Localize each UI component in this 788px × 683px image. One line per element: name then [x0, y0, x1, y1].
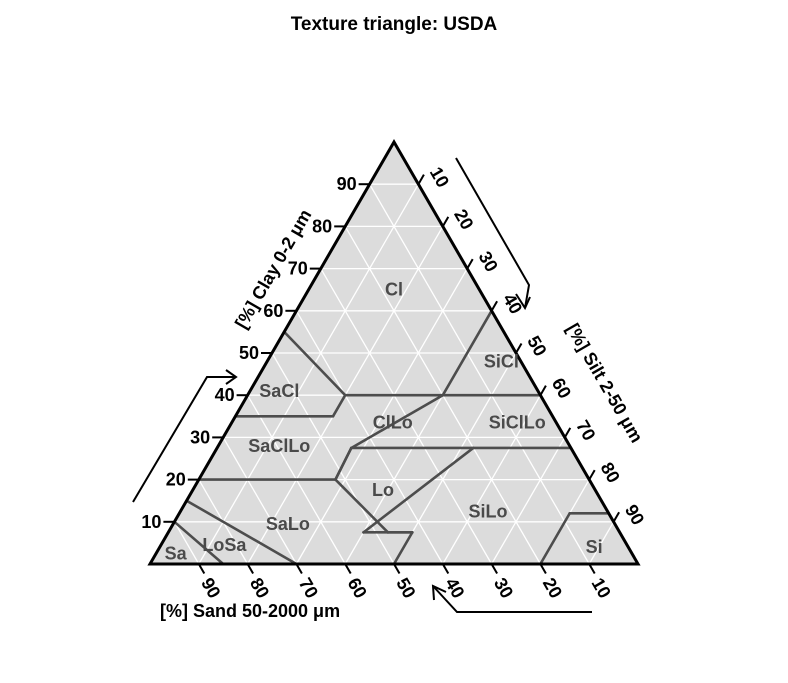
sand-tick [393, 563, 401, 575]
region-label-sacl: SaCl [259, 381, 299, 401]
clay-tick-label: 30 [190, 427, 210, 447]
grid-line-sand [222, 437, 297, 565]
grid-line-silt [295, 268, 468, 565]
sand-tick-label: 30 [490, 574, 517, 601]
silt-tick-label: 90 [621, 501, 648, 528]
sand-tick-label: 10 [588, 574, 615, 601]
class-boundary [185, 499, 298, 566]
clay-arrowhead [225, 369, 238, 385]
silt-tick [466, 258, 474, 270]
class-boundary [334, 478, 390, 534]
grid-line-silt [442, 394, 541, 565]
sand-arrowhead [431, 584, 447, 601]
clay-tick-label: 90 [337, 174, 357, 194]
silt-tick-label: 20 [450, 206, 477, 233]
sand-axis-title: [%] Sand 50-2000 μm [160, 601, 340, 621]
sand-tick [539, 563, 547, 575]
silt-tick [563, 427, 572, 438]
region-label-silo: SiLo [468, 501, 507, 521]
clay-tick-label: 20 [166, 470, 186, 490]
sand-tick [441, 563, 450, 575]
sand-direction-arrow [432, 585, 592, 613]
silt-tick [539, 385, 547, 396]
class-boundary [362, 446, 475, 534]
sand-tick-label: 20 [539, 574, 566, 601]
region-label-sa: Sa [165, 543, 188, 563]
sand-tick-label: 60 [344, 574, 371, 601]
silt-tick-label: 50 [523, 332, 550, 359]
grid-line-silt [491, 437, 566, 565]
silt-tick-label: 60 [548, 375, 575, 402]
region-label-si: Si [586, 537, 603, 557]
silt-tick-label: 10 [426, 164, 453, 191]
grid-line-silt [393, 352, 517, 565]
silt-tick [515, 342, 523, 354]
region-label-cl: Cl [385, 280, 403, 300]
region-label-lo: Lo [372, 480, 394, 500]
grid-line-silt [198, 183, 419, 565]
region-label-losa: LoSa [202, 535, 247, 555]
clay-tick-label: 50 [239, 343, 259, 363]
class-boundary [282, 330, 347, 397]
silt-direction-arrow [455, 157, 531, 309]
sand-tick-label: 90 [197, 574, 224, 601]
grid-line-sand [271, 352, 395, 565]
silt-tick [588, 469, 596, 481]
sand-tick-label: 40 [441, 574, 468, 601]
sand-tick-label: 50 [392, 574, 419, 601]
sand-tick [588, 563, 596, 575]
clay-tick-label: 80 [312, 216, 332, 236]
silt-tick-label: 80 [597, 459, 624, 486]
grid-line-silt [588, 521, 615, 565]
sand-tick-label: 70 [295, 574, 322, 601]
grid-line-sand [369, 183, 590, 565]
clay-tick-label: 10 [141, 512, 161, 532]
class-boundary [173, 520, 225, 566]
region-label-cllo: ClLo [373, 413, 413, 433]
grid-line-sand [173, 521, 200, 565]
clay-tick-label: 70 [288, 259, 308, 279]
region-label-sicl: SiCl [484, 351, 519, 371]
silt-tick-label: 70 [572, 417, 599, 444]
silt-tick [490, 300, 498, 312]
class-boundary [331, 393, 347, 418]
silt-tick [441, 216, 450, 227]
clay-direction-arrow [132, 376, 236, 503]
region-label-sicllo: SiClLo [489, 413, 546, 433]
class-boundary [334, 446, 353, 481]
sand-tick-label: 80 [246, 574, 273, 601]
clay-tick-label: 60 [263, 301, 283, 321]
class-boundary [349, 393, 445, 450]
region-label-salo: SaLo [266, 514, 310, 534]
class-boundary [539, 512, 571, 566]
class-boundary [392, 531, 414, 566]
clay-tick-label: 40 [215, 385, 235, 405]
region-label-sacllo: SaClLo [248, 436, 310, 456]
sand-tick [344, 563, 352, 575]
silt-tick [417, 174, 425, 185]
sand-tick [246, 563, 254, 575]
silt-arrowhead [515, 293, 531, 311]
sand-tick [490, 563, 498, 575]
sand-tick [295, 563, 303, 575]
silt-tick-label: 30 [475, 248, 502, 275]
class-boundary [441, 309, 493, 397]
sand-tick [197, 563, 206, 575]
diagram-title: Texture triangle: USDA [290, 14, 498, 35]
silt-tick [612, 511, 620, 523]
